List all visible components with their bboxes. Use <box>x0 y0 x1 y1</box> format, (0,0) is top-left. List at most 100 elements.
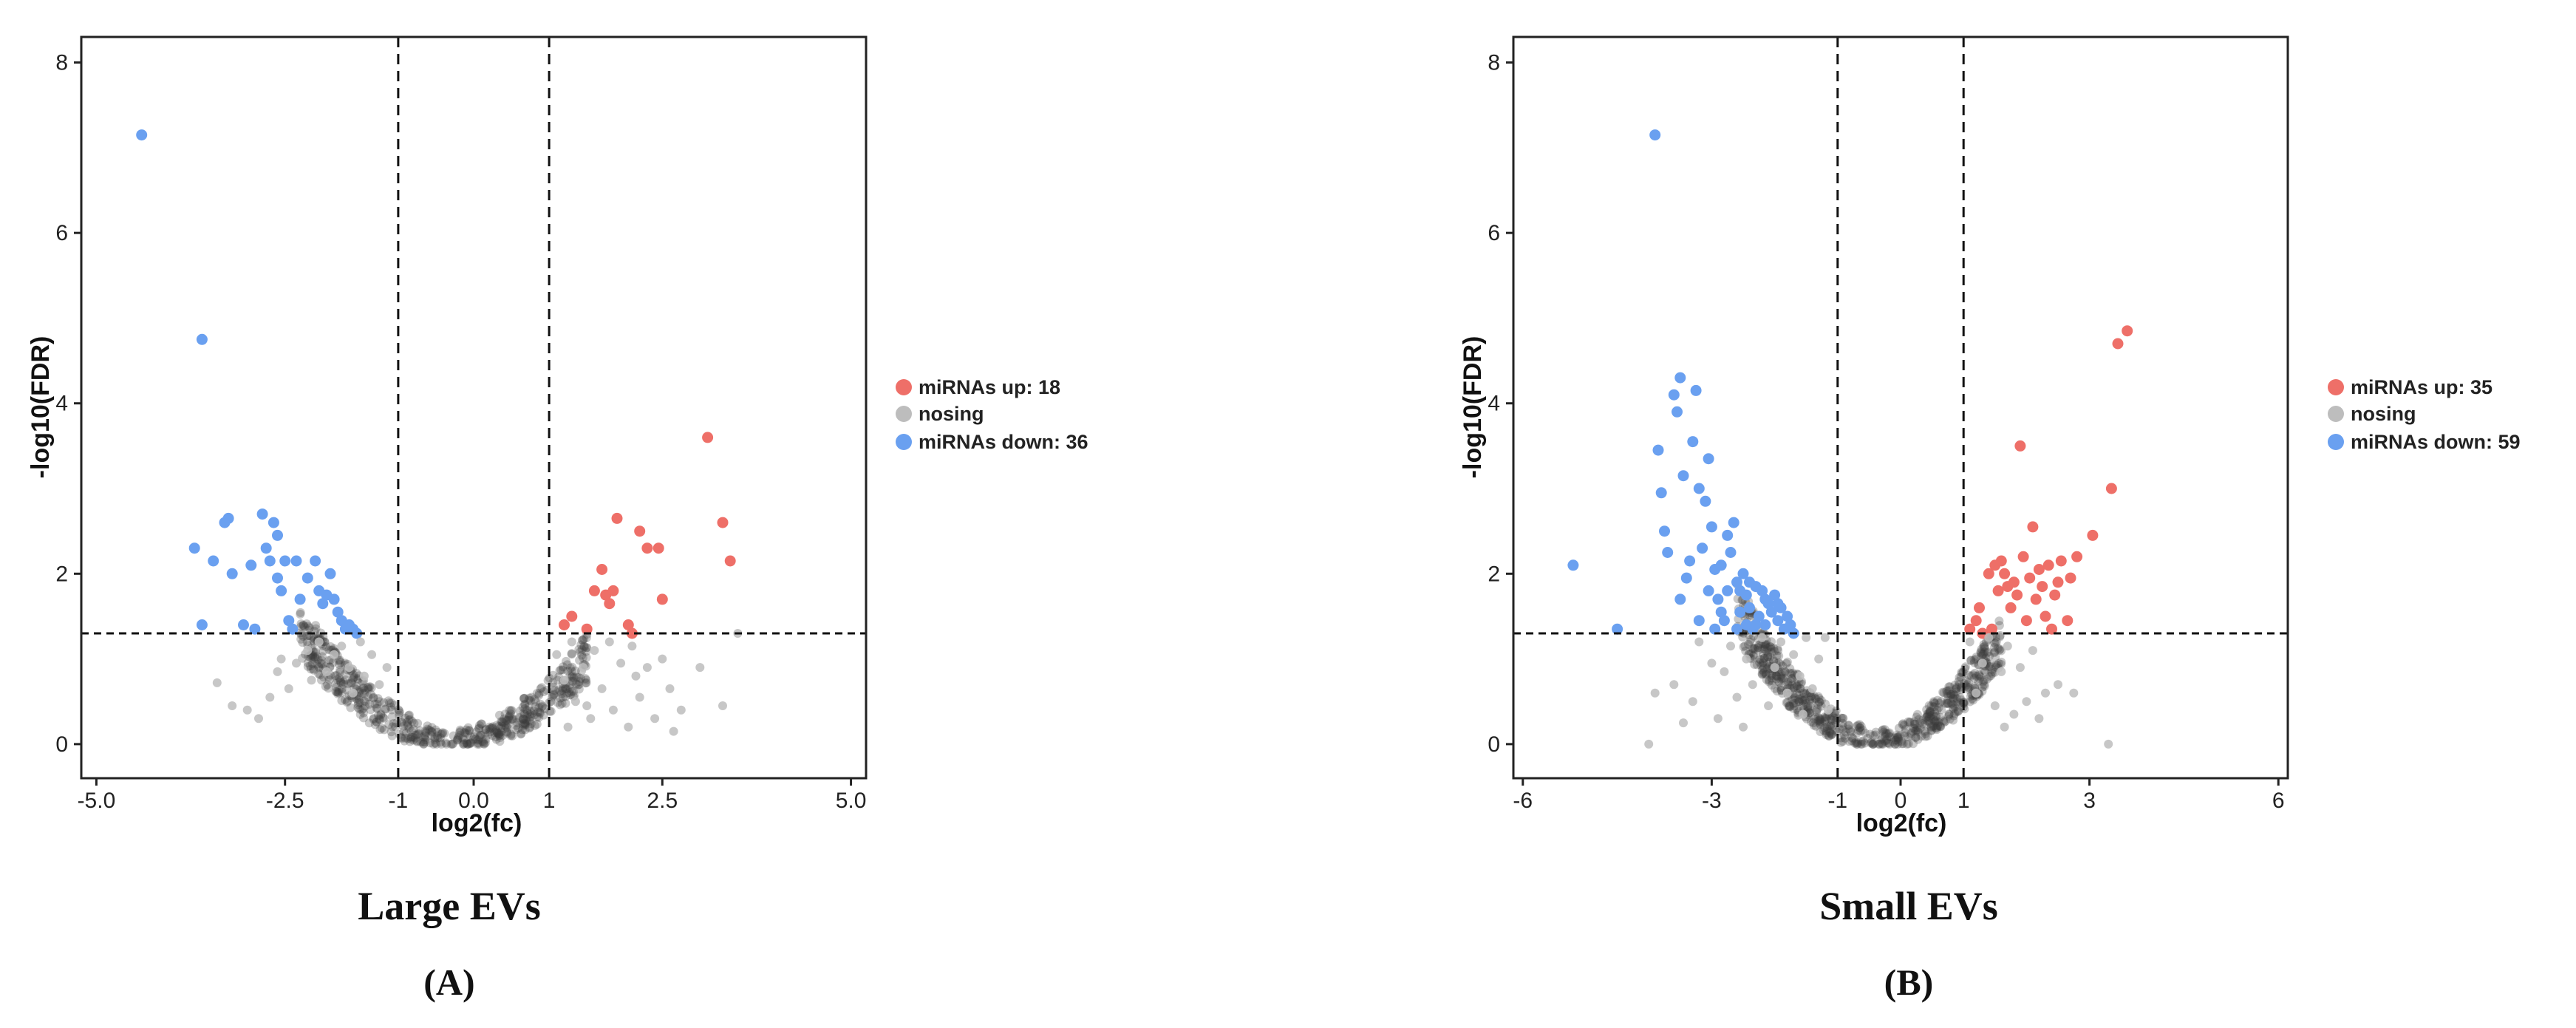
cloud-point <box>1974 676 1983 686</box>
data-point-up <box>1999 568 2011 579</box>
cloud-point <box>518 721 528 730</box>
cloud-point <box>1944 709 1954 719</box>
cloud-point <box>474 721 484 730</box>
cloud-point <box>1758 661 1768 670</box>
cloud-point <box>1868 739 1878 749</box>
cloud-point <box>324 675 334 684</box>
cloud-point <box>420 733 430 743</box>
cloud-point <box>1771 670 1781 680</box>
cloud-point <box>1977 649 1986 658</box>
cloud-point <box>540 704 550 713</box>
data-point-down <box>1684 555 1696 567</box>
data-point-nosig <box>1713 714 1723 724</box>
cloud-point <box>1954 707 1963 716</box>
cloud-point <box>431 725 440 735</box>
cloud-point <box>1858 725 1867 735</box>
cloud-point <box>1949 711 1959 721</box>
cloud-point <box>558 684 568 693</box>
cloud-point <box>412 736 422 746</box>
cloud-point <box>567 650 576 659</box>
cloud-point <box>388 722 398 732</box>
cloud-point <box>1852 729 1861 738</box>
cloud-point <box>367 683 376 692</box>
cloud-point <box>1776 683 1786 692</box>
data-point-up <box>2042 559 2054 571</box>
cloud-point <box>334 656 344 665</box>
cloud-point <box>1773 672 1782 681</box>
cloud-point <box>1989 648 1999 658</box>
cloud-point <box>543 675 553 685</box>
cloud-point <box>473 739 483 749</box>
cloud-point <box>1857 739 1867 749</box>
cloud-point <box>506 731 516 741</box>
cloud-point <box>562 656 570 666</box>
data-point-nosig <box>273 667 282 676</box>
cloud-point <box>1779 675 1788 684</box>
cloud-point <box>1749 650 1758 660</box>
cloud-point <box>360 689 369 698</box>
cloud-point <box>496 724 505 733</box>
cloud-point <box>355 698 365 707</box>
cloud-point <box>376 709 386 719</box>
cloud-point <box>1927 725 1937 735</box>
cloud-point <box>311 621 321 630</box>
legend-a-up-swatch <box>896 379 912 395</box>
cloud-point <box>532 689 542 698</box>
cloud-point <box>1852 721 1861 731</box>
cloud-point <box>1759 664 1768 673</box>
y-tick-label: 4 <box>55 392 68 416</box>
cloud-point <box>495 710 504 720</box>
cloud-point <box>1822 726 1831 736</box>
cloud-point <box>448 739 457 749</box>
data-point-nosig <box>1650 688 1660 698</box>
cloud-point <box>1815 698 1824 707</box>
cloud-point <box>1856 726 1865 736</box>
cloud-point <box>525 696 535 705</box>
cloud-point <box>400 736 409 746</box>
cloud-point <box>524 695 534 705</box>
cloud-point <box>1755 658 1765 667</box>
cloud-point <box>1844 724 1853 734</box>
cloud-point <box>1932 721 1942 730</box>
cloud-point <box>1989 639 1999 647</box>
cloud-point <box>1848 734 1858 743</box>
cloud-point <box>1955 673 1964 682</box>
cloud-point <box>1926 701 1936 711</box>
data-point-down <box>324 568 336 579</box>
cloud-point <box>1778 673 1787 683</box>
cloud-point <box>494 729 503 739</box>
cloud-point <box>310 653 320 663</box>
data-point-nosig <box>650 714 660 724</box>
data-point-nosig <box>616 658 626 668</box>
data-point-up <box>2049 589 2061 601</box>
cloud-point <box>1917 732 1926 741</box>
cloud-point <box>1759 658 1768 667</box>
cloud-point <box>1765 668 1774 678</box>
cloud-point <box>485 722 494 732</box>
cloud-point <box>398 734 406 743</box>
cloud-point <box>1964 670 1974 680</box>
cloud-point <box>459 739 468 749</box>
data-point-down <box>1693 483 1705 494</box>
cloud-point <box>1800 695 1810 704</box>
data-point-nosig <box>2054 680 2062 690</box>
cloud-point <box>578 653 587 662</box>
data-point-up <box>656 593 668 605</box>
cloud-point <box>1918 715 1928 725</box>
cloud-point <box>1911 733 1921 743</box>
data-point-down <box>279 555 291 567</box>
cloud-point <box>522 716 531 726</box>
cloud-point <box>1946 690 1956 699</box>
cloud-point <box>1815 715 1824 725</box>
cloud-point <box>1822 712 1832 722</box>
cloud-point <box>373 694 383 704</box>
cloud-point <box>412 737 422 746</box>
legend-a-nosig-swatch <box>896 406 912 422</box>
cloud-point <box>404 724 414 733</box>
cloud-point <box>317 658 327 668</box>
cloud-point <box>1952 687 1961 697</box>
cloud-point <box>1757 669 1767 678</box>
cloud-point <box>500 724 510 733</box>
cloud-point <box>416 738 426 747</box>
cloud-point <box>333 687 343 697</box>
